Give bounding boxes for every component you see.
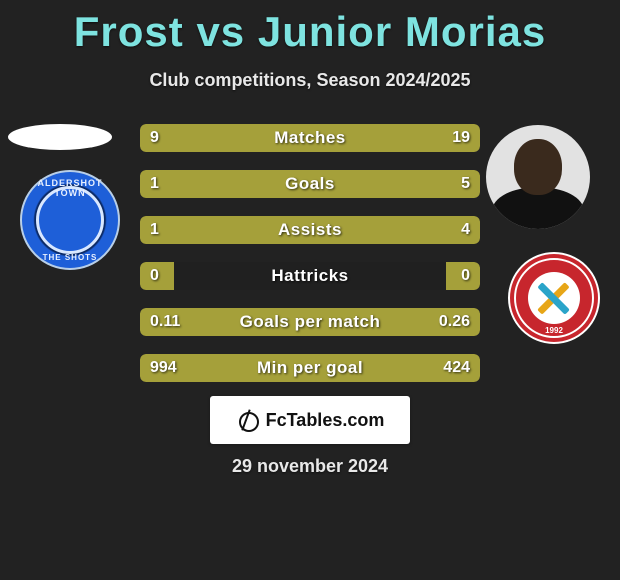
club-left-badge: ALDERSHOT TOWN THE SHOTS <box>20 170 120 270</box>
stat-row: 14Assists <box>140 216 480 244</box>
stat-label: Assists <box>140 216 480 244</box>
subtitle: Club competitions, Season 2024/2025 <box>0 70 620 91</box>
club-right-bottom-text: 1992 <box>510 326 598 335</box>
stat-row: 994424Min per goal <box>140 354 480 382</box>
stat-label: Min per goal <box>140 354 480 382</box>
date-label: 29 november 2024 <box>0 456 620 477</box>
stat-row: 0.110.26Goals per match <box>140 308 480 336</box>
footer-brand-text: FcTables.com <box>266 410 385 431</box>
stat-row: 00Hattricks <box>140 262 480 290</box>
player-right-avatar <box>486 125 590 229</box>
footer-brand-badge[interactable]: FcTables.com <box>210 396 410 444</box>
stat-label: Goals <box>140 170 480 198</box>
stat-row: 15Goals <box>140 170 480 198</box>
stat-label: Hattricks <box>140 262 480 290</box>
club-right-badge: 1992 <box>508 252 600 344</box>
fctables-logo-icon <box>236 409 258 431</box>
club-left-bottom-text: THE SHOTS <box>22 253 118 262</box>
player-left-avatar <box>8 124 112 150</box>
club-left-top-text: ALDERSHOT TOWN <box>22 178 118 198</box>
page-title: Frost vs Junior Morias <box>0 0 620 56</box>
stats-block: 919Matches 15Goals 14Assists 00Hattricks 0.1… <box>140 124 480 400</box>
stat-label: Goals per match <box>140 308 480 336</box>
stat-row: 919Matches <box>140 124 480 152</box>
stat-label: Matches <box>140 124 480 152</box>
